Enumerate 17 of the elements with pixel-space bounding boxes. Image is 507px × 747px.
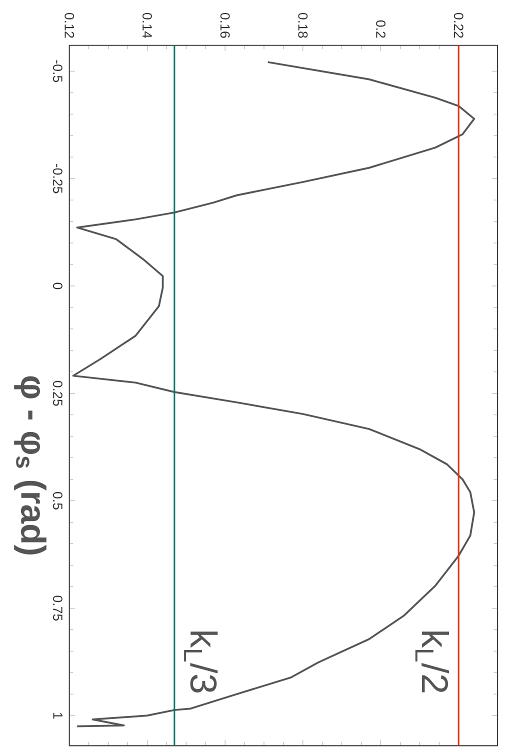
y-tick-label: 0.25 (53, 380, 62, 406)
x-tick-label: 0.12 (64, 12, 74, 38)
y-tick-label: 1 (53, 712, 62, 719)
x-tick-label: 0.14 (142, 12, 152, 38)
y-tick-label: -0.25 (53, 164, 62, 194)
x-tick-label: 0.16 (220, 12, 230, 38)
x-tick-label: 0.18 (298, 12, 308, 38)
y-tick-label: 0.5 (53, 492, 62, 510)
x-tick-label: 0.22 (454, 12, 464, 38)
ref-line-label: k$_{L}$/2 (415, 632, 450, 692)
y-tick-label: 0 (53, 282, 62, 290)
ref-line-label: k$_{L}$/3 (184, 632, 218, 692)
y-tick-label: -0.5 (53, 60, 62, 82)
y-tick-label: 0.75 (53, 596, 62, 621)
line-series (72, 61, 476, 728)
y-axis-title: φ - φ$_{s}$ (rad) (14, 376, 46, 554)
x-tick-label: 0.2 (376, 20, 386, 38)
